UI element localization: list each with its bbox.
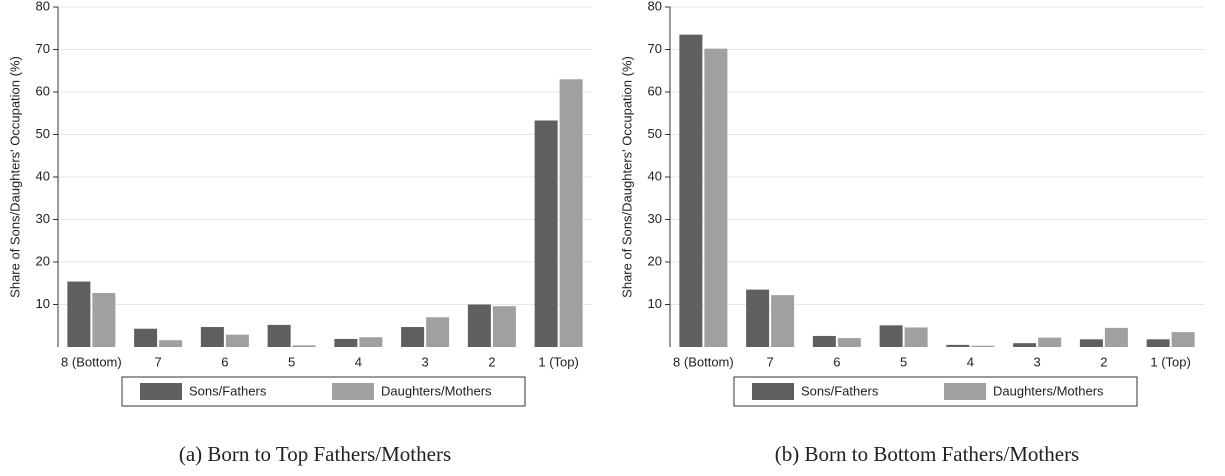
bar: [1038, 337, 1062, 347]
chart: 10 20 30 40 50 60 70 80 Share of Sons/Daughters'…: [619, 0, 1204, 466]
bar: [1104, 327, 1128, 347]
x-tick-label: 1 (Top): [538, 354, 578, 369]
y-tick-label: 50: [648, 126, 662, 141]
legend-swatch: [332, 383, 374, 400]
y-tick-label: 70: [36, 41, 50, 56]
y-tick-label: 60: [36, 83, 50, 98]
x-tick-label: 3: [422, 354, 429, 369]
legend-swatch: [140, 383, 182, 400]
x-tick-label: 4: [355, 354, 362, 369]
y-tick-label: 40: [648, 168, 662, 183]
legend-frame: [121, 376, 526, 407]
bar: [1079, 339, 1103, 347]
y-tick-label: 40: [36, 168, 50, 183]
bar: [812, 335, 836, 347]
bar: [334, 338, 358, 347]
x-tick-label: 2: [488, 354, 495, 369]
x-tick-label: 2: [1100, 354, 1107, 369]
x-tick-label: 5: [900, 354, 907, 369]
y-tick-label: 50: [36, 126, 50, 141]
bar: [904, 327, 928, 347]
bar: [492, 306, 516, 347]
legend-frame: [733, 376, 1138, 407]
y-axis-label: Share of Sons/Daughters' Occupation (%): [7, 56, 22, 298]
legend-label: Sons/Fathers: [801, 383, 879, 398]
y-tick-label: 60: [648, 83, 662, 98]
y-tick-label: 80: [648, 0, 662, 13]
bar: [679, 34, 703, 347]
bar: [225, 334, 249, 347]
bar: [837, 338, 861, 347]
bar: [1146, 339, 1170, 347]
y-tick-label: 80: [36, 0, 50, 13]
bar: [359, 337, 383, 347]
bar: [467, 304, 491, 347]
bar: [426, 317, 450, 347]
bar: [92, 293, 116, 347]
legend-label: Daughters/Mothers: [381, 383, 492, 398]
bar: [159, 340, 183, 347]
x-tick-label: 6: [221, 354, 228, 369]
y-tick-label: 30: [648, 211, 662, 226]
bar: [971, 345, 995, 347]
bar: [771, 295, 795, 347]
bar: [1171, 332, 1195, 347]
chart: 10 20 30 40 50 60 70 80 Share of Sons/Daughters'…: [7, 0, 592, 466]
y-axis-label: Share of Sons/Daughters' Occupation (%): [619, 56, 634, 298]
bar: [559, 79, 583, 347]
y-tick-label: 70: [648, 41, 662, 56]
legend: Sons/Fathers Daughters/Mothers: [733, 376, 1138, 407]
bar: [292, 345, 316, 347]
x-tick-label: 5: [288, 354, 295, 369]
bar: [879, 325, 903, 347]
legend-swatch: [944, 383, 986, 400]
bar: [534, 120, 558, 347]
legend: Sons/Fathers Daughters/Mothers: [121, 376, 526, 407]
bar: [746, 289, 770, 347]
y-tick-label: 10: [36, 296, 50, 311]
y-tick-label: 10: [648, 296, 662, 311]
x-tick-label: 1 (Top): [1150, 354, 1190, 369]
bar: [946, 344, 970, 347]
y-tick-label: 30: [36, 211, 50, 226]
legend-swatch: [752, 383, 794, 400]
bar: [67, 281, 91, 347]
x-tick-label: 4: [967, 354, 974, 369]
caption: (b) Born to Bottom Fathers/Mothers: [775, 442, 1079, 466]
bar: [134, 328, 158, 347]
y-tick-label: 20: [36, 253, 50, 268]
legend-label: Daughters/Mothers: [993, 383, 1104, 398]
caption: (a) Born to Top Fathers/Mothers: [179, 442, 451, 466]
legend-label: Sons/Fathers: [189, 383, 267, 398]
x-tick-label: 8 (Bottom): [673, 354, 734, 369]
bar: [200, 327, 224, 347]
x-tick-label: 7: [155, 354, 162, 369]
y-tick-label: 20: [648, 253, 662, 268]
bar: [267, 324, 291, 347]
x-tick-label: 8 (Bottom): [61, 354, 122, 369]
x-tick-label: 7: [767, 354, 774, 369]
x-tick-label: 6: [833, 354, 840, 369]
x-tick-label: 3: [1034, 354, 1041, 369]
bar: [704, 48, 728, 348]
bar: [401, 327, 425, 347]
bar: [1013, 343, 1037, 347]
